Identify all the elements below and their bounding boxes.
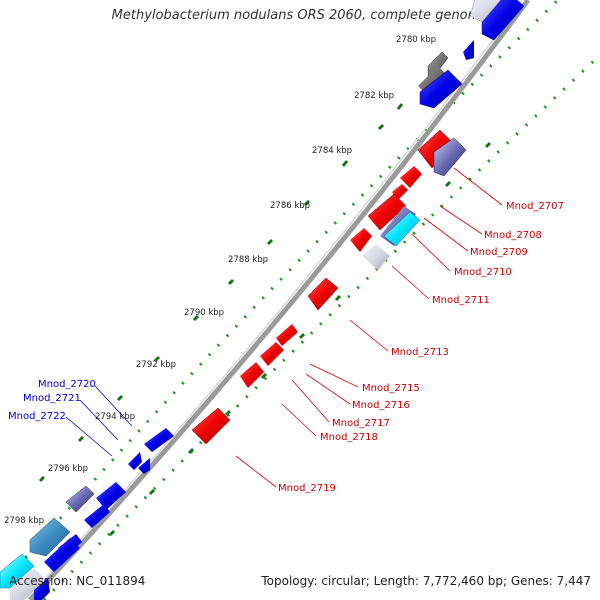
reverse-gene-block [481, 0, 525, 41]
map-title: Methylobacterium nodulans ORS 2060, comp… [111, 8, 489, 23]
gene-label-mnod-2707[interactable]: Mnod_2707 [506, 201, 564, 212]
gene-label-mnod-2717[interactable]: Mnod_2717 [332, 418, 390, 429]
gene-label-mnod-2715[interactable]: Mnod_2715 [362, 383, 420, 394]
forward-gene-block [350, 228, 372, 252]
reverse-gene-block [10, 568, 46, 600]
ruler-label: 2792 kbp [136, 360, 176, 370]
gene-label-mnod-2722[interactable]: Mnod_2722 [8, 411, 66, 422]
ruler-label: 2790 kbp [184, 308, 224, 318]
gene-label-mnod-2708[interactable]: Mnod_2708 [484, 230, 542, 241]
ruler-label: 2794 kbp [95, 412, 135, 422]
reverse-gene-block [128, 452, 142, 470]
forward-gene-block [191, 407, 231, 445]
genome-backbone [28, 0, 531, 600]
forward-gene-block [307, 277, 339, 311]
forward-callout-lines [235, 167, 503, 488]
accession-label: Accession: NC_011894 [9, 574, 146, 588]
reverse-gene-block [418, 66, 446, 94]
ruler-label: 2780 kbp [396, 35, 436, 45]
gene-label-mnod-2711[interactable]: Mnod_2711 [432, 295, 490, 306]
reverse-strand-genes [0, 0, 525, 600]
reverse-gene-block [463, 40, 474, 60]
gene-label-mnod-2709[interactable]: Mnod_2709 [470, 247, 528, 258]
gene-label-mnod-2721[interactable]: Mnod_2721 [23, 393, 81, 404]
reverse-gene-block [65, 485, 95, 513]
reverse-gene-block [0, 553, 35, 589]
gene-label-mnod-2718[interactable]: Mnod_2718 [320, 432, 378, 443]
forward-gene-block [367, 193, 407, 231]
forward-gene-labels: Mnod_2707 Mnod_2708 Mnod_2709 Mnod_2710 … [278, 201, 564, 494]
gc-skew-dashes [38, 103, 492, 537]
forward-strand-genes [191, 129, 467, 445]
ruler-label: 2796 kbp [48, 464, 88, 474]
ruler-labels: 2780 kbp 2782 kbp 2784 kbp 2786 kbp 2788… [4, 35, 436, 526]
ruler-label: 2782 kbp [354, 91, 394, 101]
forward-gene-block [260, 342, 284, 366]
gene-label-mnod-2716[interactable]: Mnod_2716 [352, 400, 410, 411]
reverse-gene-block [34, 578, 50, 600]
reverse-gene-labels: Mnod_2720 Mnod_2721 Mnod_2722 [8, 379, 96, 422]
genome-summary-label: Topology: circular; Length: 7,772,460 bp… [261, 574, 591, 588]
reverse-gene-block [96, 482, 126, 510]
gene-label-mnod-2720[interactable]: Mnod_2720 [38, 379, 96, 390]
gene-label-mnod-2713[interactable]: Mnod_2713 [391, 347, 449, 358]
reverse-gene-block [144, 428, 174, 452]
forward-gene-block [276, 324, 298, 346]
reverse-gene-block [138, 458, 150, 474]
reverse-gene-block [419, 69, 463, 109]
ruler-label: 2788 kbp [228, 255, 268, 265]
forward-gene-block [240, 362, 264, 388]
reverse-gene-block [469, 0, 501, 23]
reverse-gene-block [44, 538, 80, 572]
ruler-label: 2786 kbp [270, 201, 310, 211]
ruler-label: 2798 kbp [4, 516, 44, 526]
forward-gene-block [362, 244, 390, 270]
reverse-gene-block [84, 504, 110, 528]
reverse-gene-block [29, 517, 71, 557]
forward-gene-block [433, 137, 467, 177]
reverse-callout-lines [65, 385, 133, 457]
ruler-label: 2784 kbp [312, 146, 352, 156]
gc-outer-dotted-track [42, 53, 600, 600]
gene-label-mnod-2710[interactable]: Mnod_2710 [454, 267, 512, 278]
forward-gene-block [383, 211, 421, 247]
forward-gene-block [400, 166, 422, 188]
gene-label-mnod-2719[interactable]: Mnod_2719 [278, 483, 336, 494]
